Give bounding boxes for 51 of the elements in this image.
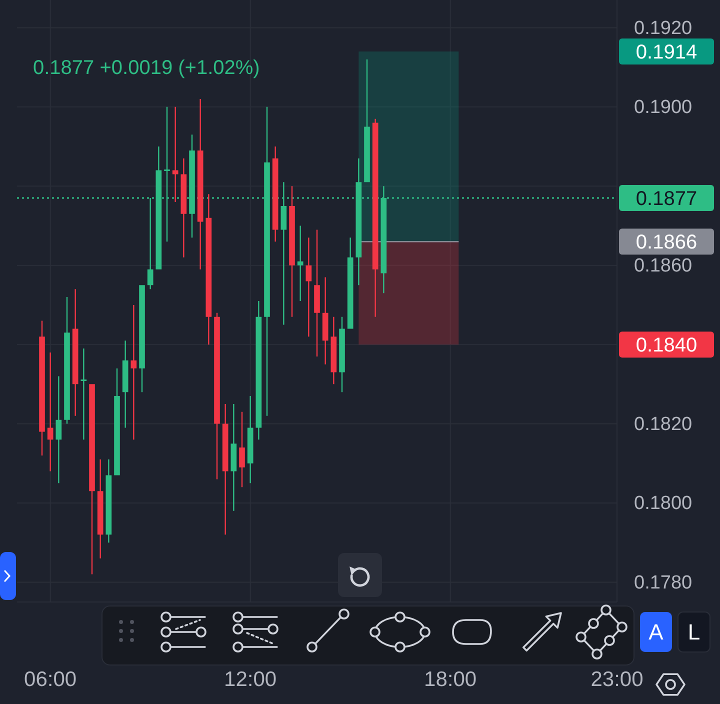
candlestick	[239, 412, 245, 488]
candlestick	[214, 312, 220, 480]
candlestick	[272, 146, 278, 242]
candlestick	[322, 277, 328, 364]
candlestick	[364, 59, 370, 182]
x-tick-label: 23:00	[590, 668, 644, 691]
candlestick	[256, 301, 262, 440]
y-tick-label: 0.1900	[634, 97, 692, 118]
y-tick-label: 0.1860	[634, 255, 692, 276]
candlestick	[130, 304, 137, 440]
candlestick	[39, 320, 45, 456]
candlestick	[297, 226, 304, 301]
x-tick-label: 06:00	[24, 668, 77, 691]
y-tick-label: 0.1920	[634, 18, 692, 39]
candlestick	[180, 158, 187, 258]
candlestick	[56, 376, 62, 484]
candlestick	[330, 316, 337, 384]
candlestick	[97, 459, 104, 558]
candlestick	[206, 194, 212, 345]
candlestick	[106, 459, 112, 543]
y-tick-label: 0.1800	[634, 493, 692, 514]
candlestick	[47, 352, 54, 472]
candlestick	[306, 238, 312, 337]
text: 0.1866	[636, 232, 698, 254]
candlestick	[139, 285, 145, 392]
candlestick	[122, 340, 128, 428]
x-tick-label: 12:00	[224, 668, 277, 691]
candlestick	[64, 297, 70, 424]
text: L	[688, 620, 700, 645]
candlestick	[230, 404, 237, 511]
text: A	[648, 620, 664, 645]
candlestick	[289, 186, 295, 317]
y-tick-label: 0.1780	[634, 572, 692, 594]
text: 0.1877 +0.0019 (+1.02%)	[33, 57, 260, 79]
candlestick	[339, 316, 345, 392]
candlestick	[80, 348, 87, 440]
candlestick	[114, 368, 120, 476]
y-tick-label: 0.1820	[634, 414, 692, 435]
candlestick	[72, 289, 78, 416]
candlestick	[247, 396, 254, 484]
candlestick	[314, 230, 320, 356]
candlestick	[222, 404, 228, 535]
candlestick	[347, 238, 354, 329]
candlestick	[197, 99, 204, 270]
text: 0.1840	[636, 334, 698, 357]
ref-line-label: 0.1877	[636, 188, 698, 210]
x-tick-label: 18:00	[424, 668, 477, 691]
candlestick	[172, 106, 178, 202]
candlestick	[372, 118, 378, 317]
candlestick	[89, 384, 95, 574]
text: 0.1914	[636, 41, 698, 64]
